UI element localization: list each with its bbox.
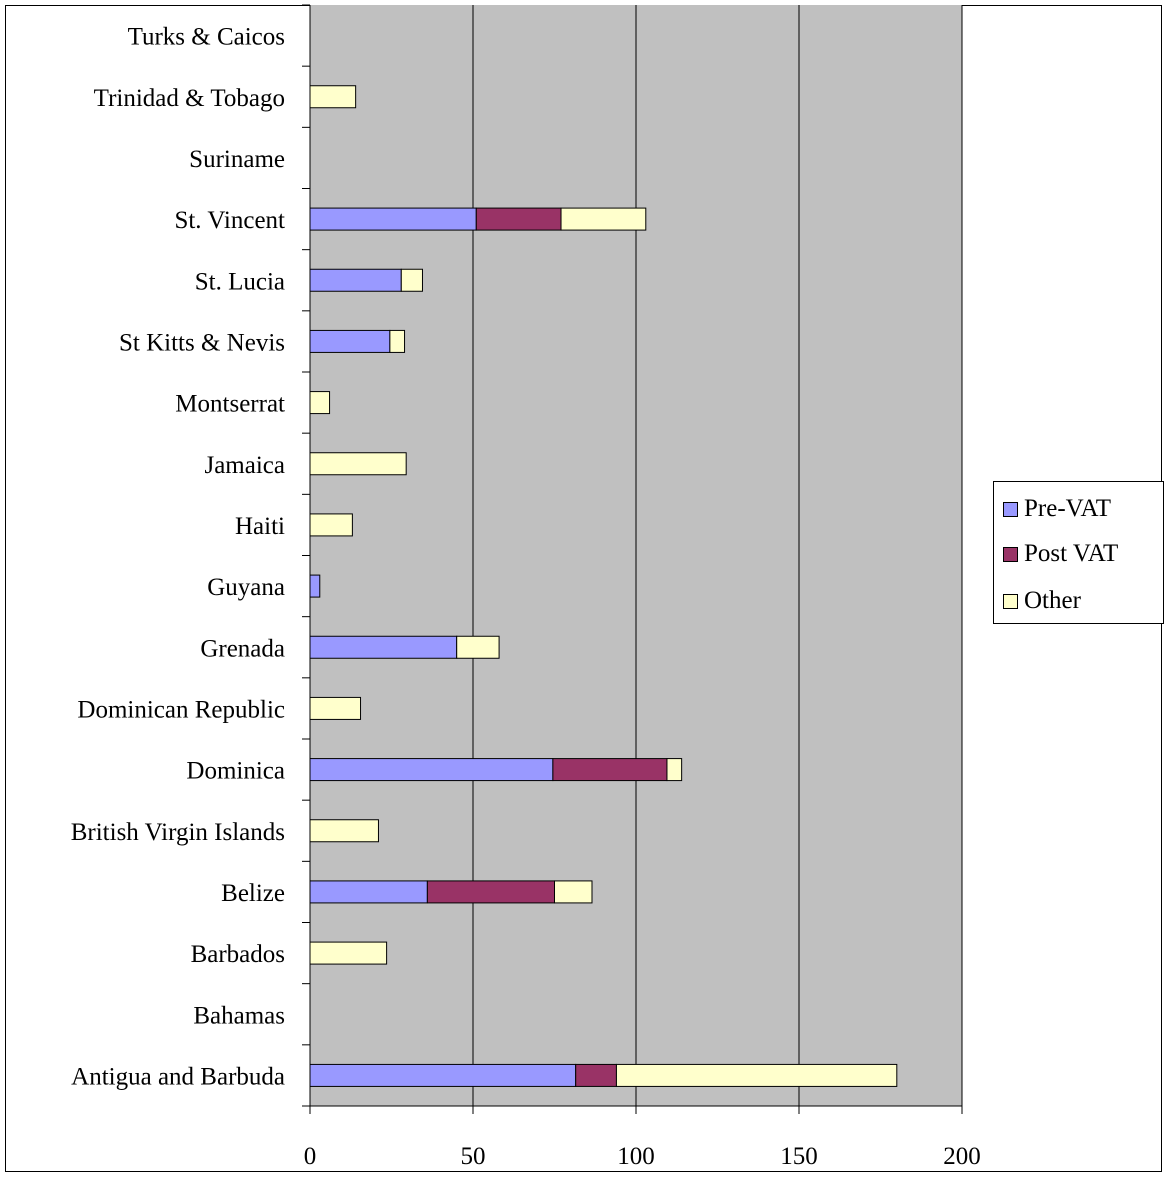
bar-pre-vat-antigua-and-barbuda [309,1063,577,1087]
legend-item-pre-vat: Pre-VAT [1003,494,1111,524]
category-label: Trinidad & Tobago [94,85,285,112]
x-tick-label-200: 200 [943,1143,981,1170]
bar-other-st-vincent [560,207,647,231]
legend-swatch-pre-vat [1003,501,1018,517]
legend-label-post-vat: Post VAT [1024,540,1119,567]
bar-post-vat-antigua-and-barbuda [575,1063,617,1087]
legend-label-pre-vat: Pre-VAT [1024,495,1112,522]
category-label: St Kitts & Nevis [119,329,285,356]
x-tick-label-0: 0 [304,1143,317,1170]
x-tick-label-100: 100 [617,1143,655,1170]
bar-other-st-kitts-nevis [389,329,406,353]
bar-post-vat-st-vincent [475,207,562,231]
legend-item-post-vat: Post VAT [1003,539,1118,569]
bar-pre-vat-grenada [309,635,458,659]
bar-other-montserrat [309,391,331,415]
category-label: St. Vincent [174,207,285,234]
legend-label-other: Other [1024,587,1081,614]
bar-other-barbados [309,941,388,965]
bar-other-haiti [309,513,353,537]
category-label: Dominica [186,758,285,785]
category-label: Belize [221,880,285,907]
bar-post-vat-dominica [552,758,668,782]
bar-other-dominica [666,758,683,782]
chart-legend: Pre-VAT Post VAT Other [993,481,1164,624]
legend-swatch-other [1003,593,1018,609]
bar-pre-vat-st-vincent [309,207,477,231]
category-label: Jamaica [204,452,285,479]
category-label: St. Lucia [195,268,285,295]
category-label: British Virgin Islands [71,819,285,846]
bar-post-vat-belize [426,880,555,904]
bar-other-british-virgin-islands [309,819,379,843]
category-label: Antigua and Barbuda [71,1063,285,1090]
category-label: Guyana [207,574,285,601]
category-label: Suriname [189,146,285,173]
legend-swatch-post-vat [1003,546,1018,562]
bar-pre-vat-belize [309,880,428,904]
category-label: Barbados [191,941,285,968]
legend-item-other: Other [1003,586,1081,616]
bar-other-grenada [456,635,500,659]
bar-other-jamaica [309,452,407,476]
bar-pre-vat-guyana [309,574,321,598]
category-label: Haiti [235,513,285,540]
bar-pre-vat-st-lucia [309,268,402,292]
bar-pre-vat-st-kitts-nevis [309,329,391,353]
category-label: Grenada [200,635,285,662]
bar-other-belize [554,880,593,904]
category-label: Bahamas [193,1002,285,1029]
bar-other-trinidad-tobago [309,85,357,109]
category-label: Montserrat [175,391,285,418]
x-tick-label-50: 50 [461,1143,486,1170]
bar-other-dominican-republic [309,696,362,720]
x-tick-label-150: 150 [780,1143,818,1170]
category-label: Dominican Republic [77,696,285,723]
bar-other-st-lucia [400,268,423,292]
bar-pre-vat-dominica [309,758,554,782]
category-label: Turks & Caicos [128,24,285,51]
bar-other-antigua-and-barbuda [615,1063,898,1087]
